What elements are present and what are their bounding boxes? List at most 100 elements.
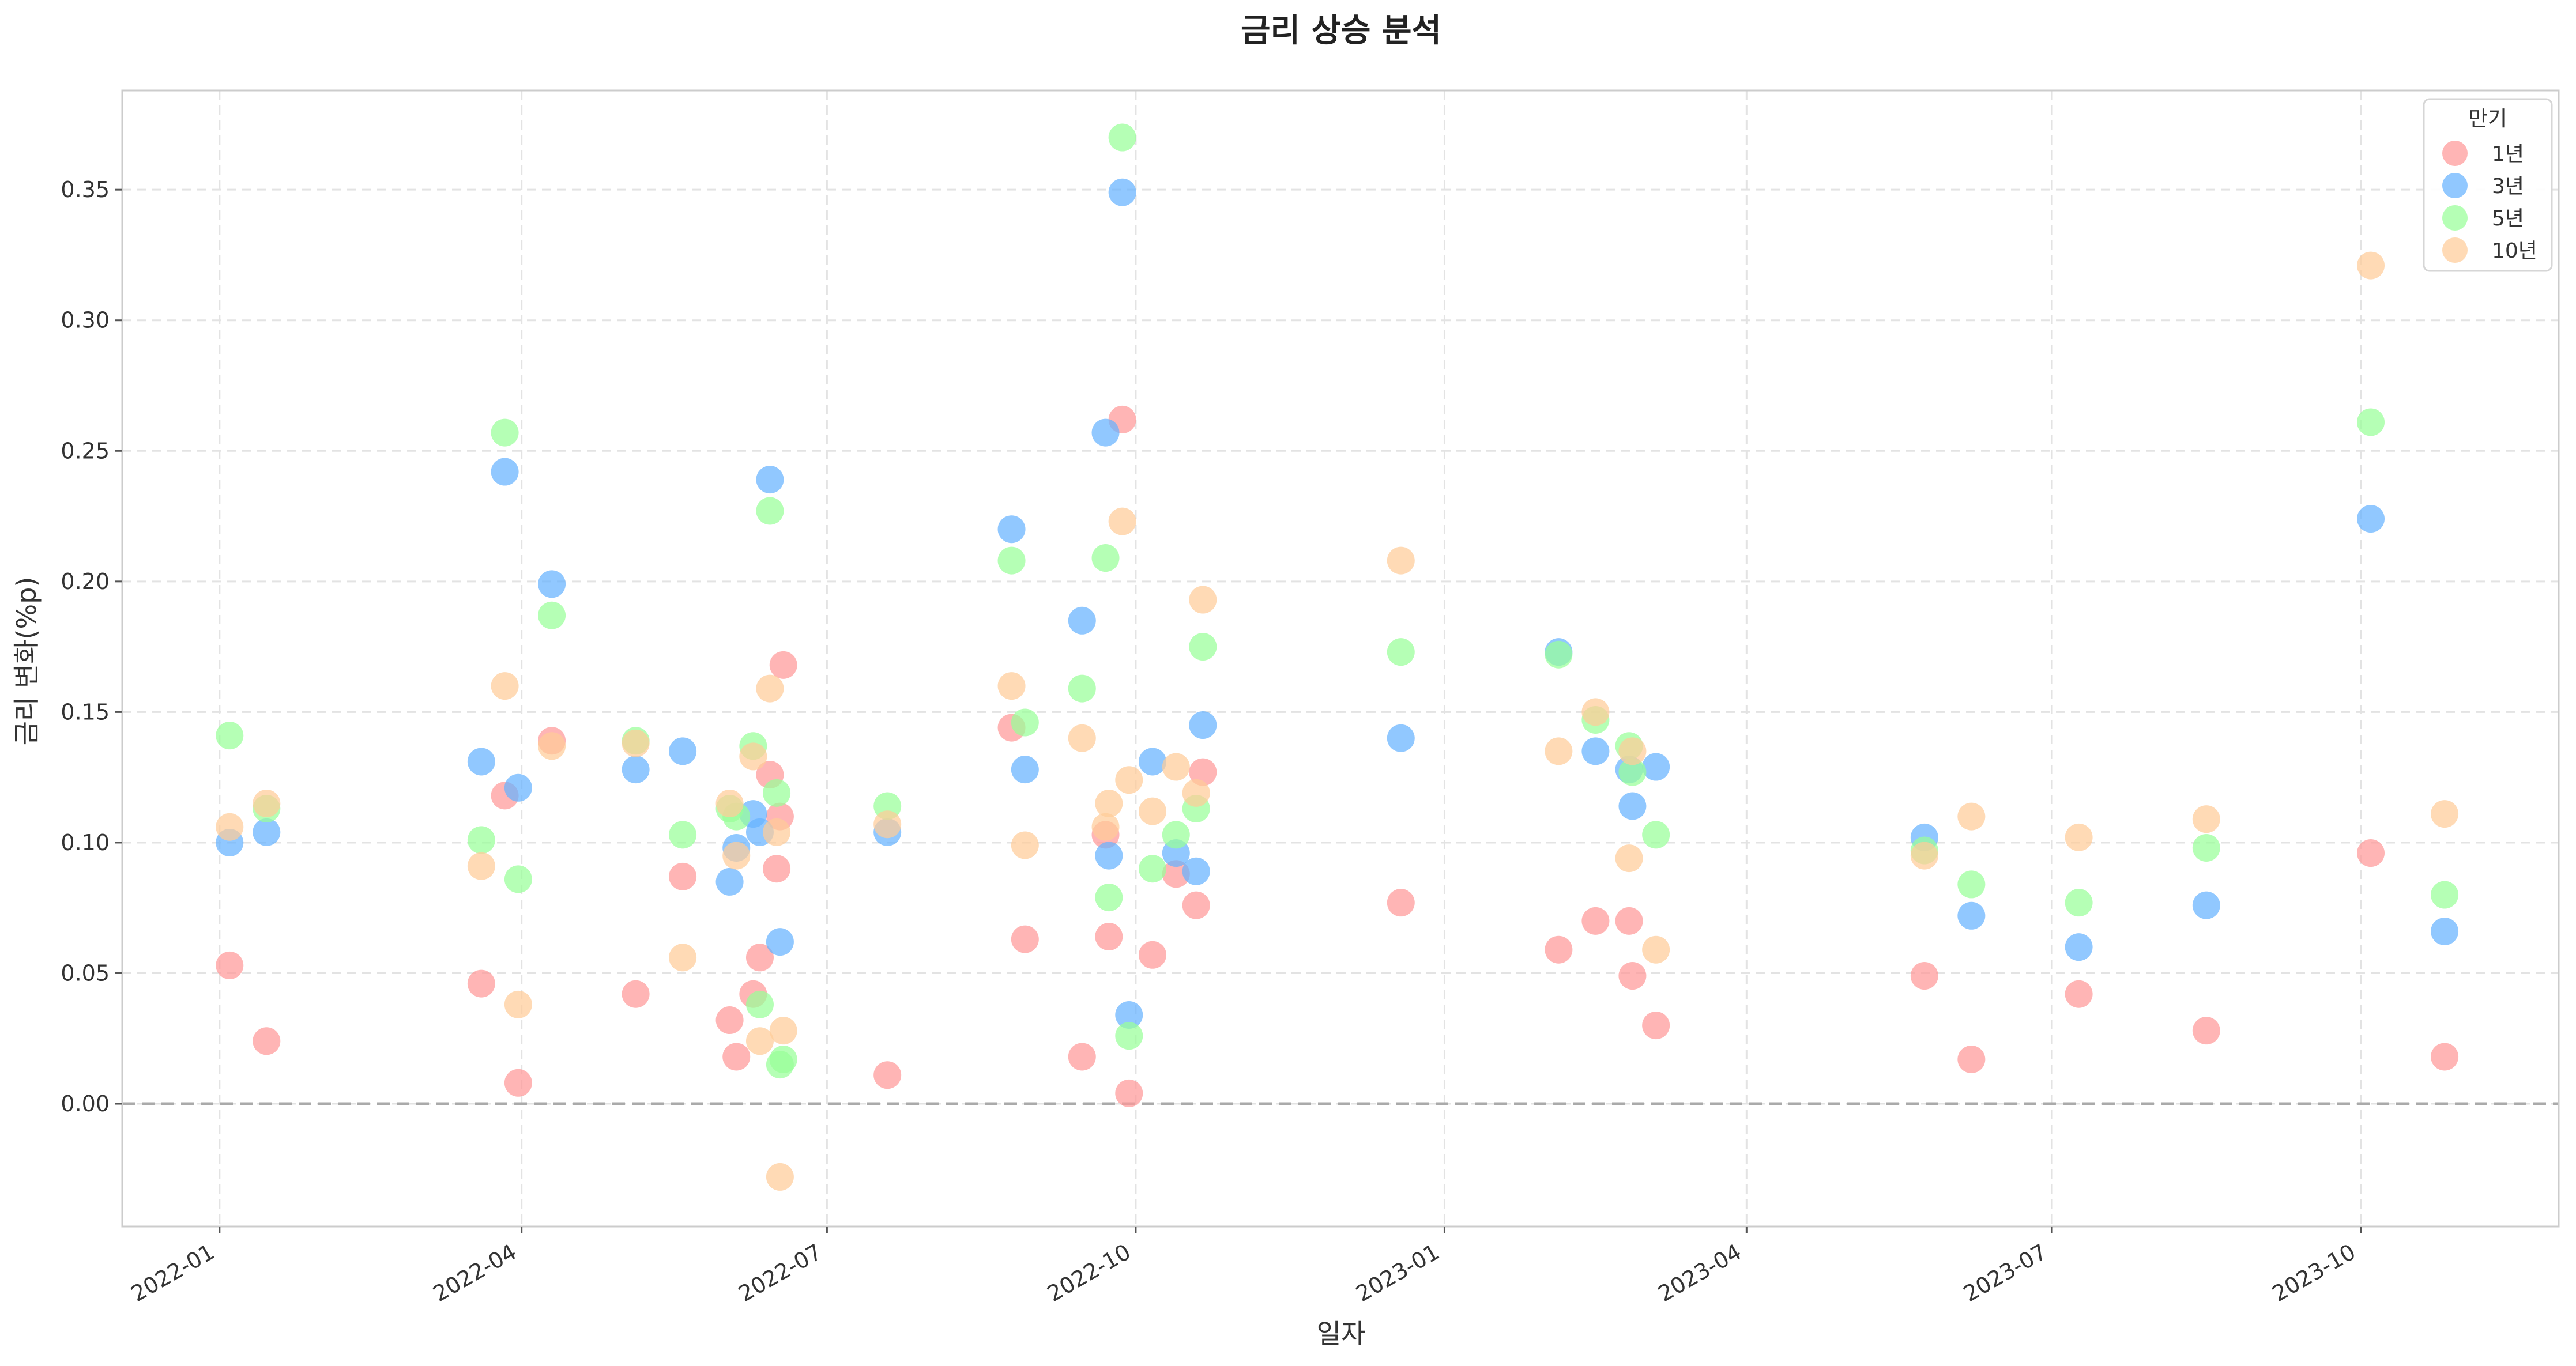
legend-marker [2442,141,2468,166]
y-tick-label: 0.00 [61,1091,110,1116]
plot-area [121,89,2560,1228]
legend-label: 1년 [2492,142,2524,166]
data-point [1189,586,1217,614]
x-tick-label: 2023-07 [1959,1239,2051,1307]
data-point [2192,834,2220,862]
data-point [1091,813,1120,841]
data-point [1139,797,1167,825]
x-tick-label: 2022-04 [429,1239,521,1307]
data-point [997,515,1026,544]
data-point [766,1163,794,1191]
data-point [2065,933,2093,961]
data-point [1618,792,1647,820]
x-tick-label: 2022-10 [1043,1239,1135,1307]
y-tick-label: 0.25 [61,438,110,463]
data-point [538,601,566,629]
data-point [622,980,650,1008]
data-point [538,732,566,760]
data-point [2357,408,2385,436]
data-point [467,969,495,998]
data-point [715,789,744,817]
data-point [722,842,751,870]
data-point [1581,737,1610,765]
data-point [745,944,774,972]
data-point [1108,178,1136,206]
data-point [1115,1001,1143,1029]
data-point [1095,842,1123,870]
data-point [1957,901,1986,930]
data-point [873,1061,902,1089]
x-axis-label: 일자 [1317,1318,1366,1349]
data-point [1189,711,1217,739]
data-point [253,1027,281,1055]
data-point [538,570,566,598]
data-point [715,867,744,896]
data-point [1642,935,1670,964]
data-point [1068,1043,1096,1071]
grid [122,90,2559,1227]
data-point [763,779,791,807]
legend-items: 1년 3년 5년 10년 [2442,141,2537,263]
y-tick-label: 0.10 [61,830,110,855]
data-point [1189,758,1217,786]
y-tick-label: 0.35 [61,177,110,202]
data-point [756,674,784,703]
data-point [745,990,774,1018]
data-point [504,773,532,802]
data-point [1162,860,1190,888]
y-axis-ticks: 0.00 0.05 0.10 0.15 0.20 0.25 0.30 0.35 [61,177,122,1116]
x-tick-label: 2022-01 [127,1239,219,1307]
data-point [2431,881,2459,909]
y-axis-label: 금리 변화(%p) [11,577,42,746]
data-point [253,818,281,846]
data-point [1108,507,1136,535]
data-point [769,651,797,679]
data-point [504,1069,532,1097]
data-point [1545,640,1573,669]
y-tick-label: 0.05 [61,960,110,986]
x-tick-label: 2023-01 [1351,1239,1444,1307]
data-point [1581,907,1610,935]
data-point [1189,633,1217,661]
data-point [1957,1046,1986,1074]
chart-title: 금리 상승 분석 [1241,12,1441,50]
data-point [756,466,784,494]
data-point [1618,737,1647,765]
data-point [1642,753,1670,781]
data-point [1387,638,1415,666]
data-point [1182,891,1210,919]
data-point [1910,962,1938,990]
data-point [1011,925,1039,953]
data-point [769,1046,797,1074]
data-point [504,865,532,893]
data-point [2357,505,2385,533]
data-point [1095,884,1123,912]
data-point [1387,546,1415,575]
data-point [669,862,697,890]
data-point [2065,889,2093,917]
data-point [739,742,767,771]
data-point [763,818,791,846]
data-point [2357,839,2385,867]
data-point [1910,842,1938,870]
legend-title: 만기 [2469,107,2507,131]
data-point [2431,1043,2459,1071]
data-point [2431,800,2459,828]
data-point [2192,891,2220,919]
data-point [745,1027,774,1055]
data-point [763,855,791,883]
data-point [1162,821,1190,849]
data-point [1387,889,1415,917]
data-point [1115,766,1143,794]
data-point [2192,805,2220,833]
data-point [491,672,519,700]
y-tick-label: 0.20 [61,569,110,594]
data-point [2192,1017,2220,1045]
x-tick-label: 2023-04 [1654,1239,1746,1307]
data-point [1957,870,1986,899]
data-point [467,748,495,776]
data-point [1545,737,1573,765]
data-point [1011,831,1039,859]
data-point [1162,753,1190,781]
